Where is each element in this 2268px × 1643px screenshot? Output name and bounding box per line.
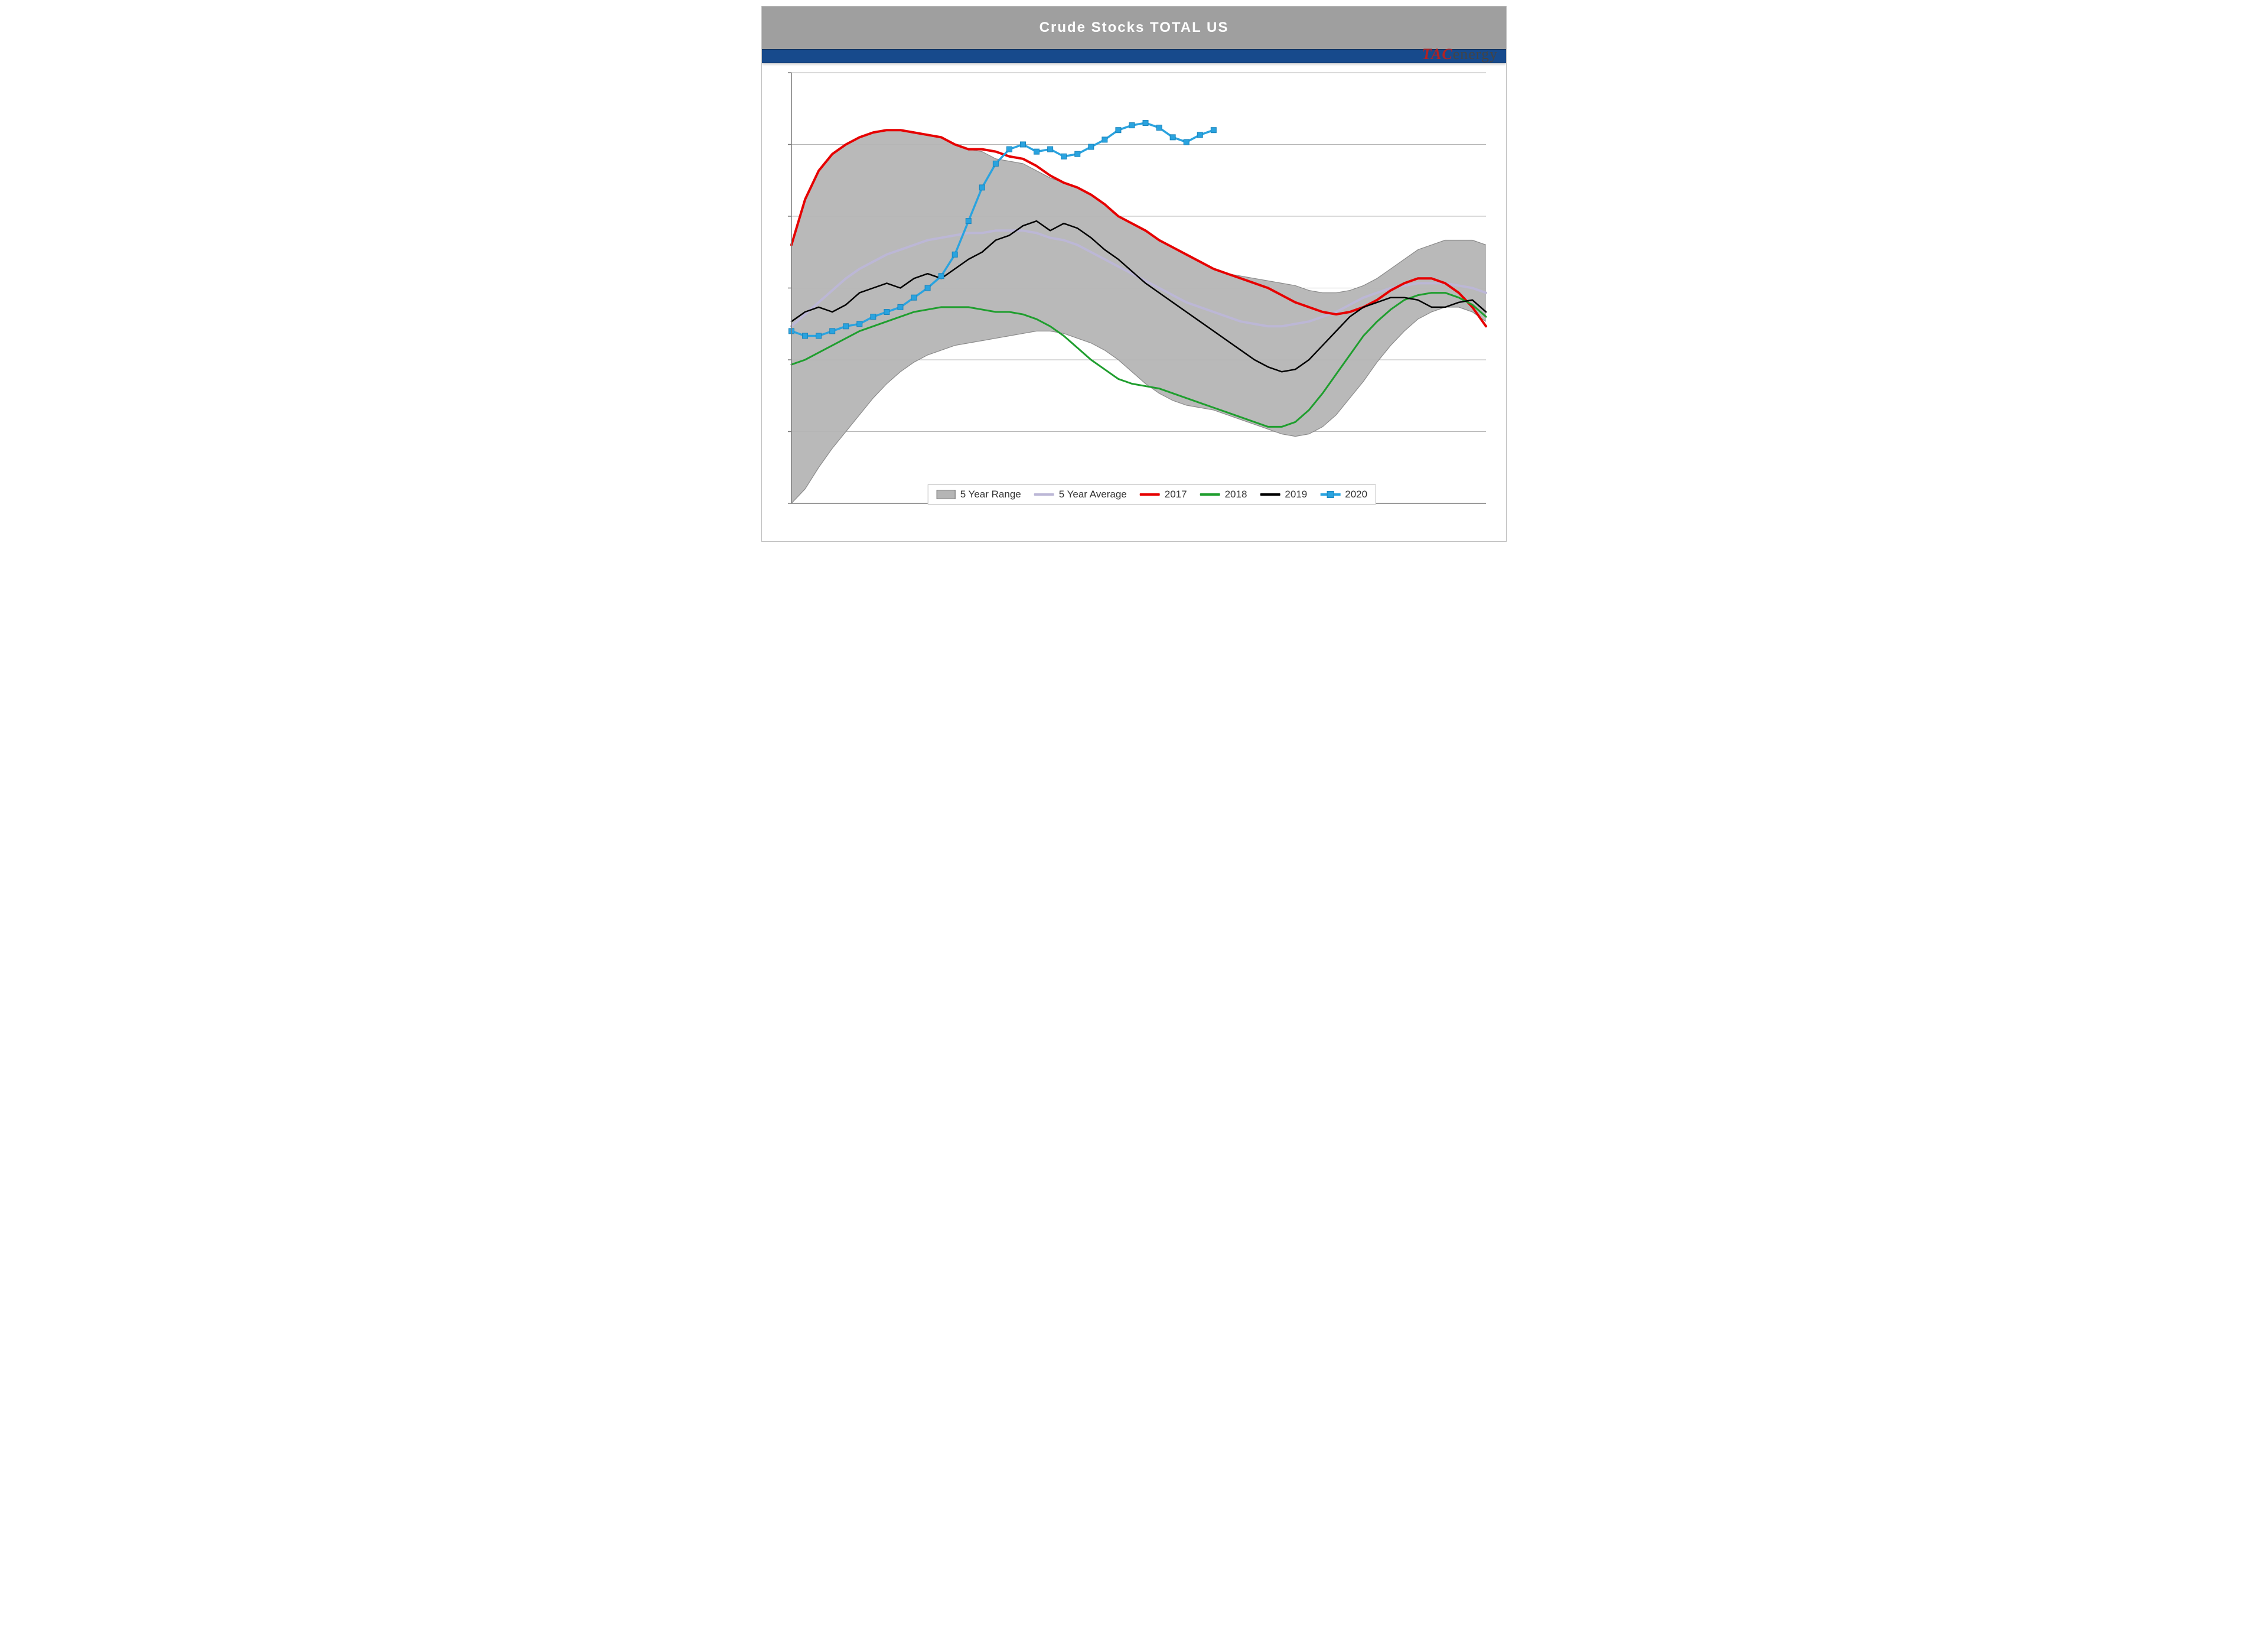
marker-swatch-icon: [1320, 493, 1340, 496]
legend-item-range: 5 Year Range: [937, 489, 1021, 500]
chart-svg: [786, 68, 1492, 527]
line-swatch-icon: [1260, 493, 1280, 496]
line-swatch-icon: [1200, 493, 1220, 496]
legend-item-2019: 2019: [1260, 489, 1307, 500]
legend-label-2019: 2019: [1285, 489, 1307, 500]
legend-label-2017: 2017: [1165, 489, 1187, 500]
accent-bar: [762, 49, 1506, 63]
title-bar: Crude Stocks TOTAL US TACenergy: [762, 6, 1506, 49]
legend-item-avg: 5 Year Average: [1034, 489, 1127, 500]
legend-label-range: 5 Year Range: [960, 489, 1021, 500]
chart-title: Crude Stocks TOTAL US: [1040, 19, 1229, 36]
line-swatch-icon: [1034, 493, 1054, 496]
legend-item-2017: 2017: [1140, 489, 1187, 500]
range-swatch-icon: [937, 490, 956, 499]
chart-card: Crude Stocks TOTAL US TACenergy 5 Year R…: [761, 6, 1507, 542]
legend-item-2018: 2018: [1200, 489, 1247, 500]
legend-label-2020: 2020: [1345, 489, 1367, 500]
legend: 5 Year Range 5 Year Average 2017 2018 20…: [928, 484, 1376, 505]
legend-label-2018: 2018: [1225, 489, 1247, 500]
plot-area: [786, 68, 1492, 527]
legend-label-avg: 5 Year Average: [1059, 489, 1127, 500]
legend-item-2020: 2020: [1320, 489, 1367, 500]
line-swatch-icon: [1140, 493, 1160, 496]
